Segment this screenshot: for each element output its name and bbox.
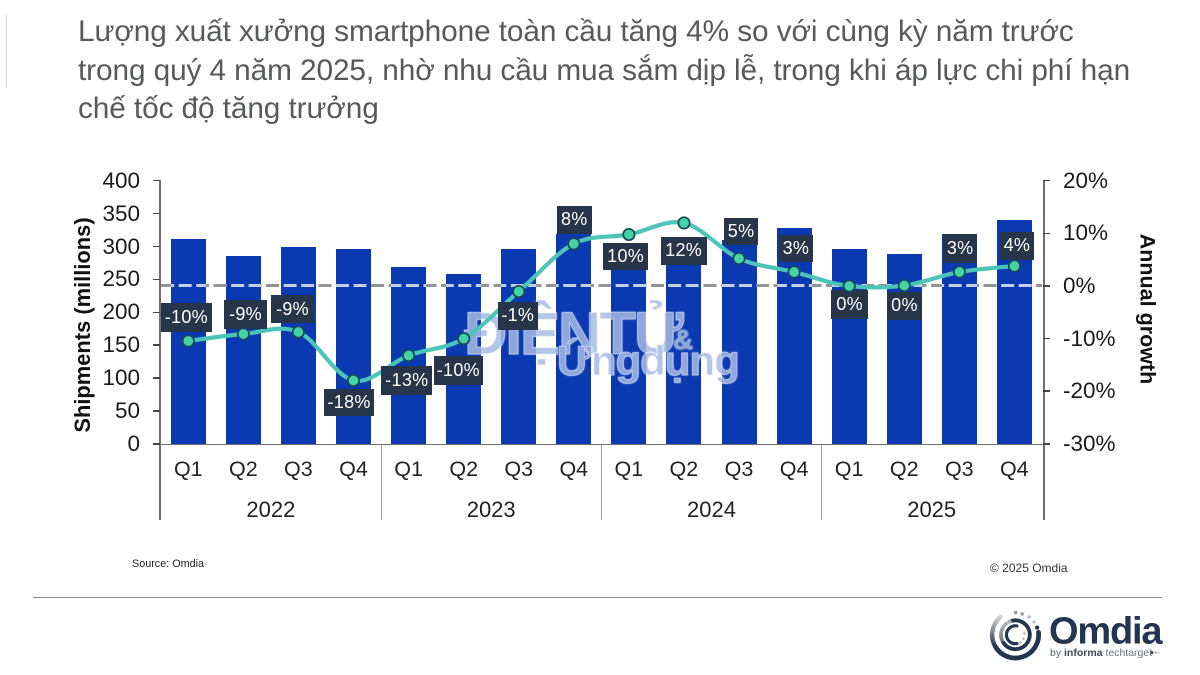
svg-text:by informa techtarget: by informa techtarget [1050,647,1152,659]
svg-text:Omdia: Omdia [1049,611,1163,653]
